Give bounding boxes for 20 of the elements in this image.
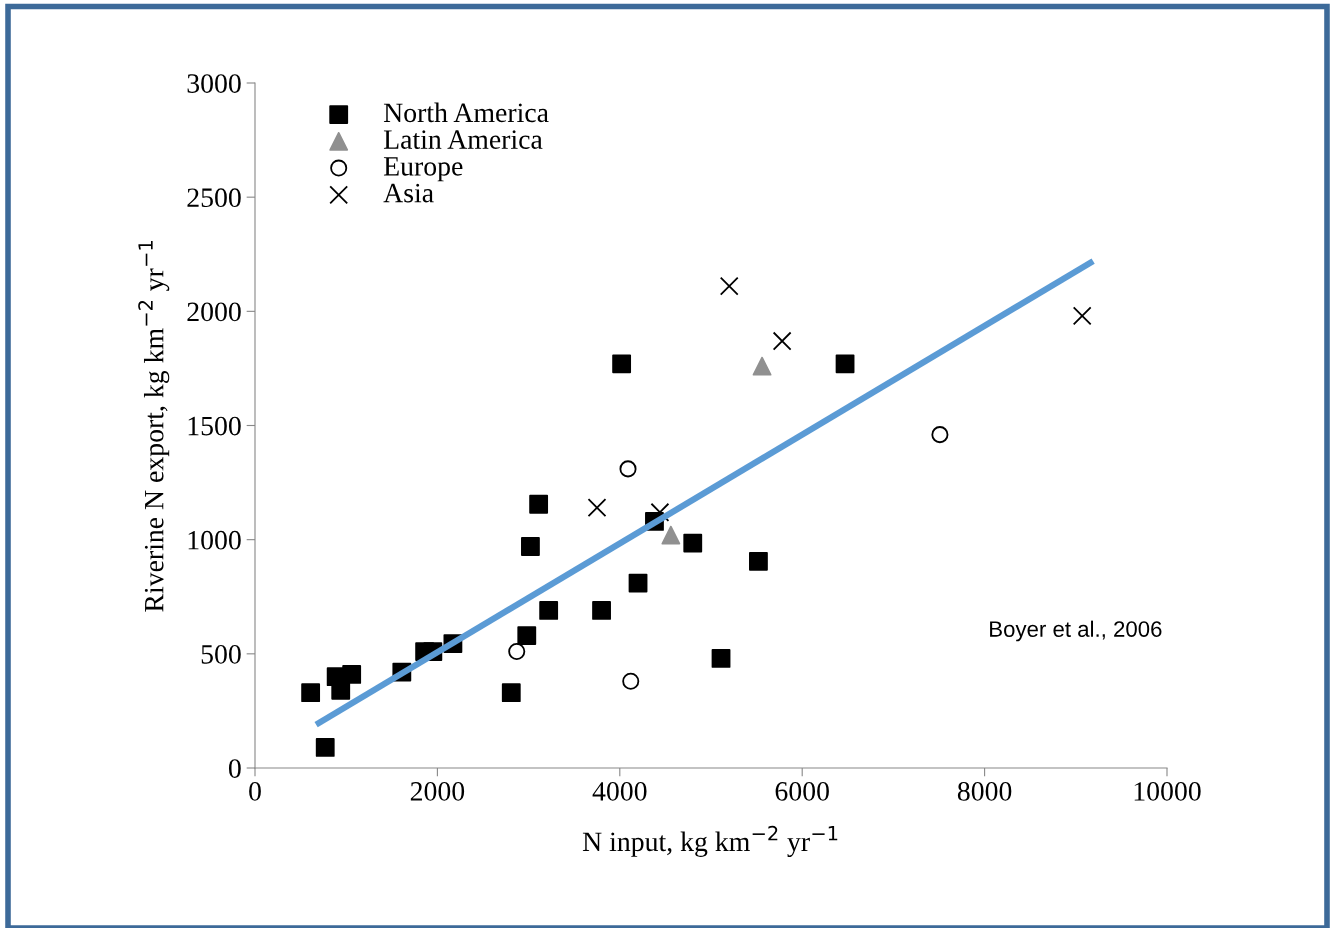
y-tick-label: 500 [201, 645, 241, 664]
x-tick-label: 8000 [957, 782, 1012, 801]
legend-label: Latin America [383, 130, 543, 149]
legend-label: Asia [383, 183, 434, 203]
x-tick-label: 0 [249, 782, 261, 801]
y-tick-label: 2000 [187, 302, 241, 322]
legend-label: North America [383, 102, 549, 123]
x-tick-label: 10000 [1134, 782, 1201, 801]
y-tick-label: 3000 [187, 74, 241, 93]
y-axis-title: Riverine N export, kg km$^{−2}$ yr$^{−1}$ [138, 241, 170, 612]
y-tick-label: 1500 [188, 416, 241, 436]
annotation: Boyer et al., 2006 [990, 620, 1162, 642]
x-tick-label: 4000 [592, 782, 647, 801]
y-tick-label: 2500 [187, 188, 241, 208]
y-tick-label: 1000 [188, 530, 241, 550]
x-tick-label: 2000 [410, 782, 465, 801]
x-axis-title: N input, kg km$^{−2}$ yr$^{−1}$ [582, 825, 838, 857]
x-tick-label: 6000 [775, 782, 829, 801]
y-tick-label: 0 [228, 759, 241, 778]
legend-label: Europe [383, 157, 463, 182]
